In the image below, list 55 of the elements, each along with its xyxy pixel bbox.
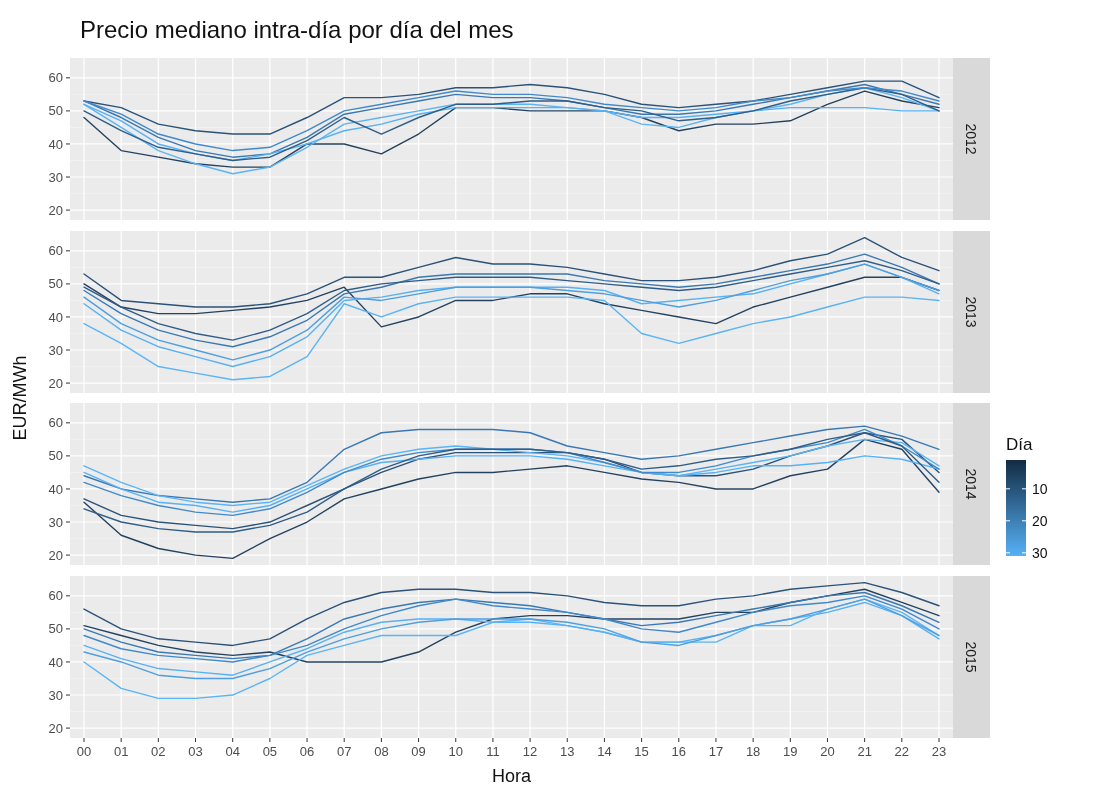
x-tick-label: 14 xyxy=(597,744,612,759)
y-tick-label: 40 xyxy=(48,136,63,152)
x-tick-label: 06 xyxy=(299,744,315,759)
y-tick-label: 50 xyxy=(48,621,63,637)
x-tick-label: 09 xyxy=(411,744,426,759)
x-tick-label: 05 xyxy=(262,744,278,759)
y-tick-label: 60 xyxy=(48,588,63,604)
x-tick-label: 08 xyxy=(374,744,389,759)
text: 2013 xyxy=(962,296,979,328)
color-bar-label: 30 xyxy=(1032,544,1048,561)
x-tick-label: 07 xyxy=(336,744,352,759)
text: 2015 xyxy=(962,641,979,673)
x-tick-label: 16 xyxy=(671,744,687,759)
y-tick-label: 50 xyxy=(48,276,63,292)
y-tick-label: 60 xyxy=(48,243,63,259)
text: 2012 xyxy=(962,123,979,155)
x-tick-label: 13 xyxy=(560,744,575,759)
y-tick-label: 20 xyxy=(48,547,63,563)
x-tick-label: 21 xyxy=(857,744,872,759)
y-tick-label: 40 xyxy=(48,309,63,325)
y-tick-label: 60 xyxy=(48,415,63,431)
y-tick-label: 40 xyxy=(48,481,63,497)
x-tick-label: 11 xyxy=(486,744,500,759)
x-tick-label: 22 xyxy=(894,744,910,759)
y-tick-label: 30 xyxy=(48,169,63,185)
x-tick-label: 02 xyxy=(151,744,166,759)
x-tick-label: 18 xyxy=(745,744,761,759)
y-tick-label: 30 xyxy=(48,687,63,703)
x-tick-label: 03 xyxy=(188,744,203,759)
x-tick-label: 01 xyxy=(113,744,129,759)
x-tick-label: 04 xyxy=(225,744,240,759)
y-tick-label: 50 xyxy=(48,448,63,464)
x-tick-label: 23 xyxy=(931,744,947,759)
x-axis-title: Hora xyxy=(491,766,532,786)
y-tick-label: 30 xyxy=(48,342,63,358)
y-tick-label: 40 xyxy=(48,654,63,670)
color-bar-label: 20 xyxy=(1032,512,1048,529)
y-tick-label: 20 xyxy=(48,202,63,218)
x-tick-label: 15 xyxy=(634,744,649,759)
y-tick-label: 30 xyxy=(48,514,63,530)
y-axis-title: EUR/MWh xyxy=(10,355,30,441)
color-bar-title: Día xyxy=(1006,435,1033,454)
text: 2014 xyxy=(962,468,979,500)
x-tick-label: 19 xyxy=(783,744,798,759)
y-tick-label: 60 xyxy=(48,70,63,86)
color-bar-label: 10 xyxy=(1032,480,1048,497)
y-tick-label: 50 xyxy=(48,103,63,119)
chart-title: Precio mediano intra-día por día del mes xyxy=(80,16,514,43)
x-tick-label: 10 xyxy=(448,744,463,759)
x-tick-label: 17 xyxy=(708,744,724,759)
x-tick-label: 20 xyxy=(820,744,835,759)
x-tick-label: 12 xyxy=(522,744,538,759)
y-tick-label: 20 xyxy=(48,720,63,736)
x-tick-label: 00 xyxy=(76,744,92,759)
y-tick-label: 20 xyxy=(48,375,63,391)
